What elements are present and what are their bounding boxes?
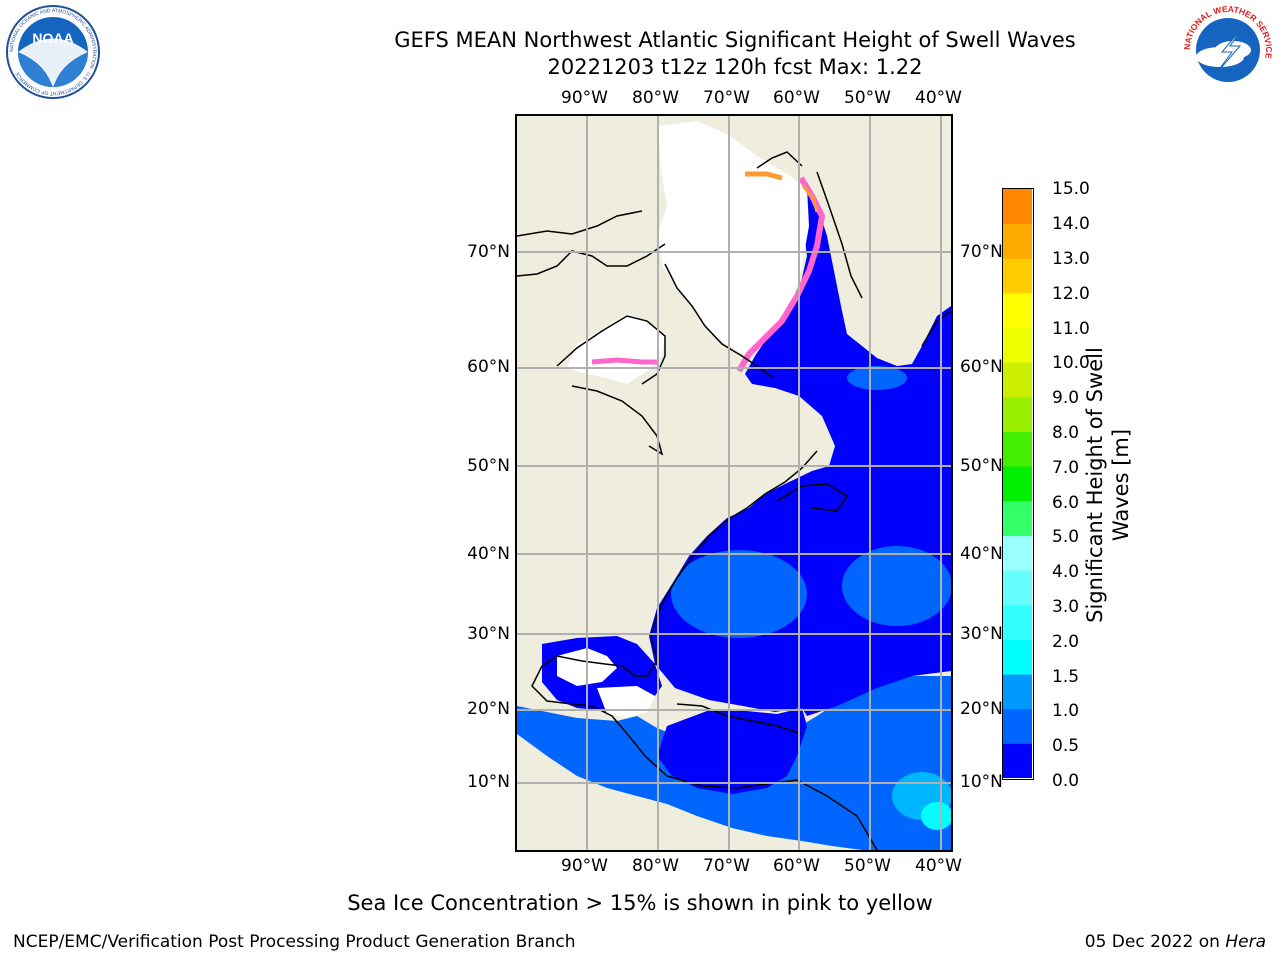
chart-title: GEFS MEAN Northwest Atlantic Significant… <box>394 28 1076 52</box>
sea-ice-edge <box>801 185 819 213</box>
swell-band-caribbean <box>657 708 807 794</box>
swell-patch <box>847 366 907 390</box>
swell-height-map <box>517 116 951 850</box>
lon-label-top: 40°W <box>915 88 962 108</box>
lon-label-bottom: 60°W <box>773 856 820 876</box>
lat-label-right: 20°N <box>960 699 1003 719</box>
swell-patch <box>921 802 951 830</box>
lon-label-top: 70°W <box>703 88 750 108</box>
colorbar-tick-label: 14.0 <box>1052 214 1090 234</box>
lat-label-left: 40°N <box>467 544 510 564</box>
chart-subtitle: 20221203 t12z 120h fcst Max: 1.22 <box>547 55 923 79</box>
colorbar-tick-label: 11.0 <box>1052 319 1090 339</box>
sea-ice-edge <box>745 171 783 181</box>
colorbar-bin <box>1003 570 1032 606</box>
lon-label-bottom: 70°W <box>703 856 750 876</box>
lon-label-top: 80°W <box>632 88 679 108</box>
lat-label-left: 60°N <box>467 357 510 377</box>
colorbar-bin <box>1003 743 1032 779</box>
lat-label-left: 30°N <box>467 624 510 644</box>
colorbar-bin <box>1003 396 1032 433</box>
colorbar-bin <box>1003 674 1032 710</box>
colorbar-tick-label: 0.0 <box>1052 771 1080 791</box>
colorbar-tick-label: 3.0 <box>1052 597 1080 617</box>
lat-label-left: 10°N <box>467 772 510 792</box>
lon-label-top: 90°W <box>561 88 608 108</box>
lon-label-bottom: 80°W <box>632 856 679 876</box>
noaa-logo: NOAA NATIONAL OCEANIC AND ATMOSPHERIC AD… <box>3 5 103 100</box>
nws-logo: NATIONAL WEATHER SERVICE <box>1178 2 1278 98</box>
colorbar <box>1002 188 1034 780</box>
lat-label-right: 60°N <box>960 357 1003 377</box>
colorbar-tick-label: 2.0 <box>1052 632 1080 652</box>
colorbar-tick-label: 7.0 <box>1052 458 1080 478</box>
sea-ice-edge <box>736 176 826 373</box>
lon-label-top: 50°W <box>844 88 891 108</box>
colorbar-tick-label: 15.0 <box>1052 179 1090 199</box>
colorbar-bin <box>1003 604 1032 640</box>
colorbar-tick-label: 12.0 <box>1052 284 1090 304</box>
footer-date-text: 05 Dec 2022 on <box>1084 932 1220 952</box>
lon-label-bottom: 50°W <box>844 856 891 876</box>
lat-label-right: 10°N <box>960 772 1003 792</box>
colorbar-bin <box>1003 535 1032 571</box>
lat-label-left: 70°N <box>467 242 510 262</box>
noaa-logo-text: NOAA <box>32 30 73 46</box>
footer-date: 05 Dec 2022 on Hera <box>1085 932 1266 952</box>
footer-machine: Hera <box>1225 932 1266 952</box>
swell-patch <box>671 550 807 638</box>
colorbar-tick-label: 5.0 <box>1052 527 1080 547</box>
ice-region-arctic <box>657 121 809 354</box>
ice-region-hudson <box>567 314 665 384</box>
colorbar-bins <box>1003 189 1032 779</box>
colorbar-bin <box>1003 258 1032 294</box>
colorbar-tick-label: 1.0 <box>1052 701 1080 721</box>
lon-label-bottom: 90°W <box>561 856 608 876</box>
lon-label-top: 60°W <box>773 88 820 108</box>
lat-label-right: 70°N <box>960 242 1003 262</box>
sea-ice-edge <box>591 357 657 365</box>
colorbar-bin <box>1003 223 1032 259</box>
sea-ice-caption: Sea Ice Concentration > 15% is shown in … <box>347 891 933 915</box>
colorbar-tick-label: 4.0 <box>1052 562 1080 582</box>
colorbar-bin <box>1003 327 1032 363</box>
colorbar-tick-label: 13.0 <box>1052 249 1090 269</box>
colorbar-tick-label: 0.5 <box>1052 736 1080 756</box>
colorbar-tick-label: 8.0 <box>1052 423 1080 443</box>
colorbar-bin <box>1003 708 1032 744</box>
colorbar-bin <box>1003 500 1032 536</box>
lon-label-bottom: 40°W <box>915 856 962 876</box>
colorbar-tick-label: 10.0 <box>1052 353 1090 373</box>
lat-label-right: 40°N <box>960 544 1003 564</box>
colorbar-bin <box>1003 466 1032 502</box>
colorbar-bin <box>1003 639 1032 675</box>
colorbar-bin <box>1003 362 1032 398</box>
lat-label-right: 50°N <box>960 456 1003 476</box>
map-panel <box>515 114 953 852</box>
swell-patch <box>842 546 951 626</box>
lat-label-right: 30°N <box>960 624 1003 644</box>
colorbar-tick-label: 1.5 <box>1052 667 1080 687</box>
footer-org: NCEP/EMC/Verification Post Processing Pr… <box>13 932 576 952</box>
colorbar-title: Significant Height of Swell Waves [m] <box>1083 347 1133 623</box>
colorbar-tick-label: 9.0 <box>1052 388 1080 408</box>
gridlines <box>517 116 951 850</box>
lat-label-left: 50°N <box>467 456 510 476</box>
colorbar-tick-label: 6.0 <box>1052 493 1080 513</box>
lat-label-left: 20°N <box>467 699 510 719</box>
colorbar-bin <box>1003 292 1032 329</box>
colorbar-bin <box>1003 431 1032 467</box>
colorbar-bin <box>1003 189 1032 225</box>
